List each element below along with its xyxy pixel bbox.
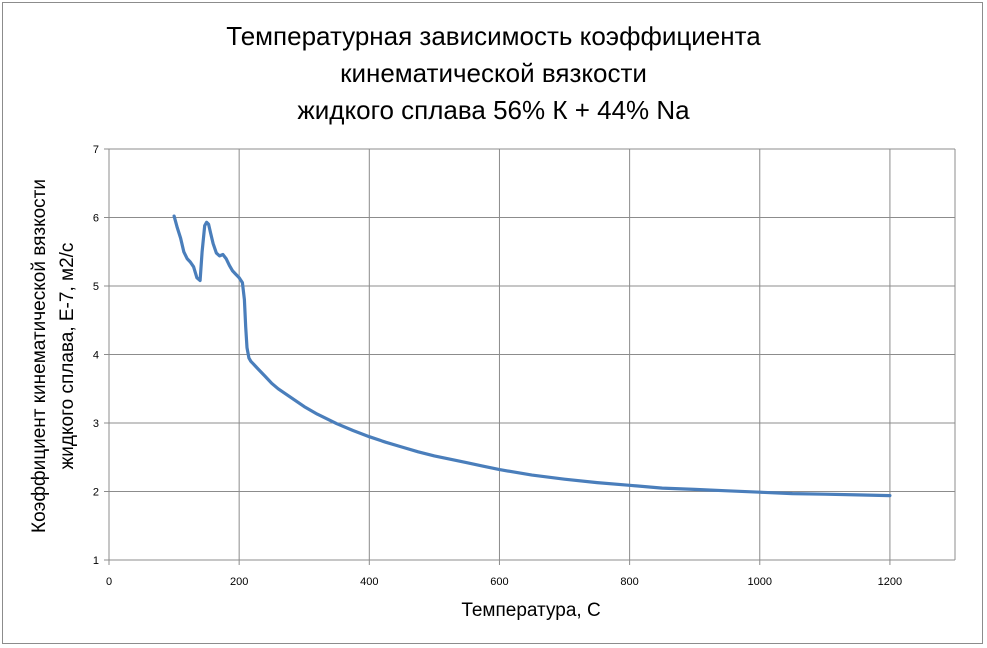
y-tick-label: 2 xyxy=(93,487,99,499)
x-tick-label: 0 xyxy=(106,576,112,588)
chart-title-line-3: жидкого сплава 56% К + 44% Na xyxy=(297,95,690,125)
series-line xyxy=(172,214,892,498)
x-tick-label: 400 xyxy=(360,576,378,588)
x-tick-label: 800 xyxy=(620,576,638,588)
x-tick-label: 200 xyxy=(230,576,248,588)
x-tick-label: 1200 xyxy=(878,576,902,588)
chart-title-line-1: Температурная зависимость коэффициента xyxy=(226,21,761,51)
x-tick-label: 1000 xyxy=(748,576,772,588)
chart-title-line-2: кинематической вязкости xyxy=(340,58,647,88)
chart-title: Температурная зависимость коэффициента к… xyxy=(0,18,987,129)
y-tick-label: 6 xyxy=(93,213,99,225)
y-tick-label: 1 xyxy=(93,555,99,567)
y-tick-label: 4 xyxy=(93,350,99,362)
y-tick-label: 7 xyxy=(93,144,99,156)
x-tick-label: 600 xyxy=(490,576,508,588)
y-tick-label: 5 xyxy=(93,281,99,293)
y-tick-label: 3 xyxy=(93,418,99,430)
x-axis-label: Температура, С xyxy=(461,600,601,621)
